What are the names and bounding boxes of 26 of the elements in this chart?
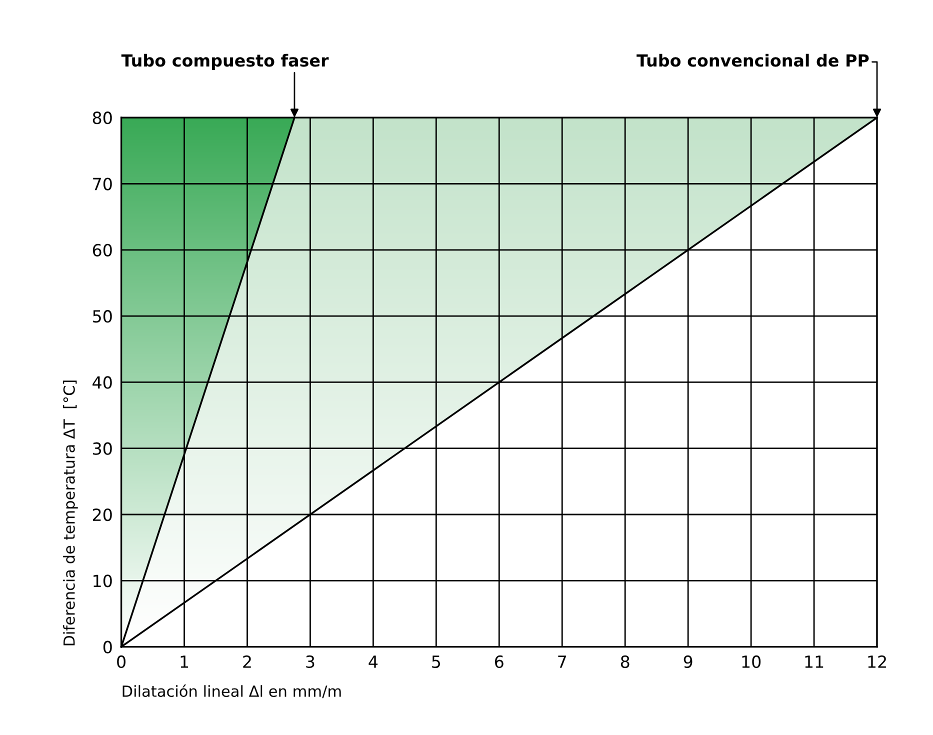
x-tick-label: 10	[742, 655, 761, 668]
y-tick-label: 80	[92, 112, 112, 124]
x-tick-label: 8	[620, 655, 630, 668]
text: Tubo convencional de PP	[636, 54, 869, 67]
y-tick-label: 50	[93, 310, 112, 323]
y-tick-label: 30	[93, 442, 112, 455]
x-tick-label: 0	[117, 655, 126, 668]
y-axis-title: Diferencia de temperatura ΔT [°C]	[63, 380, 78, 646]
x-tick-label: 4	[368, 656, 378, 668]
x-tick-label: 6	[495, 655, 504, 668]
x-tick-label: 12	[868, 655, 886, 668]
x-tick-label: 7	[558, 656, 566, 668]
text: Tubo compuesto faser	[121, 54, 329, 70]
x-tick-label: 2	[243, 655, 251, 668]
x-axis-title: Dilatación lineal Δl en mm/m	[122, 684, 341, 698]
y-tick-label: 70	[93, 178, 112, 190]
y-tick-label: 20	[92, 508, 112, 522]
x-tick-label: 9	[684, 655, 692, 668]
x-tick-label: 1	[180, 656, 188, 668]
x-tick-label: 11	[805, 656, 824, 668]
y-tick-label: 10	[94, 574, 112, 588]
x-tick-label: 3	[306, 655, 314, 668]
y-tick-label: 0	[103, 640, 112, 654]
y-tick-label: 60	[92, 244, 112, 256]
y-tick-label: 40	[92, 376, 112, 389]
x-tick-label: 5	[432, 656, 440, 668]
